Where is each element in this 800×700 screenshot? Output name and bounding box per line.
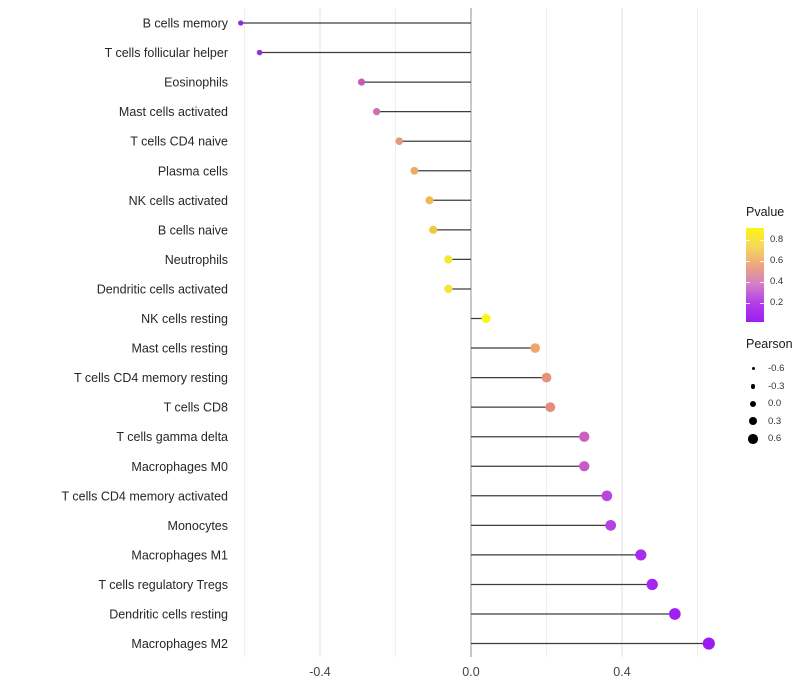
- pvalue-legend-title: Pvalue: [746, 205, 785, 219]
- y-axis-label: T cells CD4 memory resting: [74, 371, 228, 385]
- pearson-legend-label: -0.3: [768, 380, 785, 392]
- x-axis-tick-label: -0.4: [309, 665, 331, 679]
- pearson-legend-dot: [751, 367, 755, 371]
- dot: [545, 402, 556, 413]
- y-axis-label: Dendritic cells activated: [97, 282, 228, 296]
- y-axis-label: Mast cells resting: [131, 342, 228, 356]
- pvalue-colorbar-tick-label: 0.2: [770, 296, 784, 308]
- x-axis-tick-label: 0.4: [613, 665, 630, 679]
- y-axis-label: Macrophages M2: [131, 637, 228, 651]
- dot: [541, 372, 552, 383]
- pearson-legend: Pearson -0.6 -0.3 0.0 0.3 0.6: [746, 337, 793, 448]
- pearson-legend-dot: [748, 433, 758, 444]
- dot: [635, 549, 647, 561]
- dot: [605, 519, 617, 531]
- dot: [669, 608, 681, 620]
- y-axis-label: Macrophages M0: [131, 460, 228, 474]
- y-axis-label: Eosinophils: [164, 76, 228, 90]
- y-axis-label: NK cells activated: [129, 194, 228, 208]
- dot: [601, 490, 613, 502]
- y-axis-label: T cells regulatory Tregs: [98, 578, 228, 592]
- y-axis-label: T cells CD4 naive: [130, 135, 228, 149]
- y-axis-label: B cells naive: [158, 223, 228, 237]
- y-axis-label: T cells CD4 memory activated: [62, 489, 229, 503]
- pvalue-colorbar: [746, 228, 764, 322]
- y-axis-label: Plasma cells: [158, 164, 228, 178]
- pearson-legend-label: 0.6: [768, 433, 782, 445]
- pvalue-colorbar-tick-label: 0.6: [770, 254, 784, 266]
- dot: [579, 461, 590, 472]
- pvalue-colorbar-tick: [746, 302, 750, 304]
- dot: [702, 637, 715, 650]
- y-axis-label: T cells CD8: [164, 401, 228, 415]
- pvalue-colorbar-tick: [760, 239, 764, 241]
- y-axis-label: Mast cells activated: [119, 105, 228, 119]
- dot: [372, 107, 381, 116]
- pearson-legend-label: 0.0: [768, 398, 782, 410]
- pearson-legend-entry: 0.3: [746, 413, 793, 431]
- y-axis-label: T cells gamma delta: [116, 430, 228, 444]
- pvalue-colorbar-tick: [746, 239, 750, 241]
- y-axis-label: Macrophages M1: [131, 548, 228, 562]
- pvalue-legend: Pvalue 0.8 0.6 0.4 0.2: [746, 205, 784, 322]
- pvalue-colorbar-tick: [760, 281, 764, 283]
- pvalue-colorbar-tick: [746, 260, 750, 262]
- dot: [429, 225, 438, 234]
- pearson-size-entries: -0.6 -0.3 0.0 0.3 0.6: [746, 360, 793, 448]
- y-axis-label: Neutrophils: [165, 253, 228, 267]
- pearson-legend-dot: [749, 400, 757, 407]
- pearson-legend-label: -0.6: [768, 363, 785, 375]
- dot: [395, 137, 404, 146]
- pearson-legend-entry: 0.0: [746, 395, 793, 413]
- pearson-legend-label: 0.3: [768, 415, 782, 427]
- y-axis-label: B cells memory: [143, 17, 229, 31]
- pvalue-colorbar-tick: [746, 281, 750, 283]
- dot: [530, 343, 540, 353]
- y-axis-label: Monocytes: [168, 519, 228, 533]
- dot: [357, 78, 366, 86]
- dot: [481, 314, 491, 323]
- dot: [444, 255, 453, 264]
- y-axis-label: T cells follicular helper: [105, 46, 228, 60]
- pvalue-colorbar-tick-label: 0.8: [770, 233, 784, 245]
- pvalue-colorbar-tick-label: 0.4: [770, 275, 784, 287]
- pvalue-colorbar-tick: [760, 260, 764, 262]
- pearson-legend-dot: [749, 417, 757, 426]
- dot: [425, 196, 434, 205]
- x-axis-tick-label: 0.0: [462, 665, 479, 679]
- pearson-legend-entry: 0.6: [746, 430, 793, 448]
- dot: [646, 578, 658, 591]
- pearson-legend-title: Pearson: [746, 337, 793, 351]
- y-axis-label: NK cells resting: [141, 312, 228, 326]
- pvalue-colorbar-tick: [760, 302, 764, 304]
- pearson-legend-entry: -0.3: [746, 378, 793, 396]
- y-axis-label: Dendritic cells resting: [109, 608, 228, 622]
- dot: [256, 49, 263, 56]
- pearson-legend-dot: [750, 383, 756, 389]
- dot: [444, 284, 453, 294]
- dot: [579, 431, 590, 442]
- pearson-legend-entry: -0.6: [746, 360, 793, 378]
- dot: [410, 166, 419, 175]
- dot: [238, 20, 244, 26]
